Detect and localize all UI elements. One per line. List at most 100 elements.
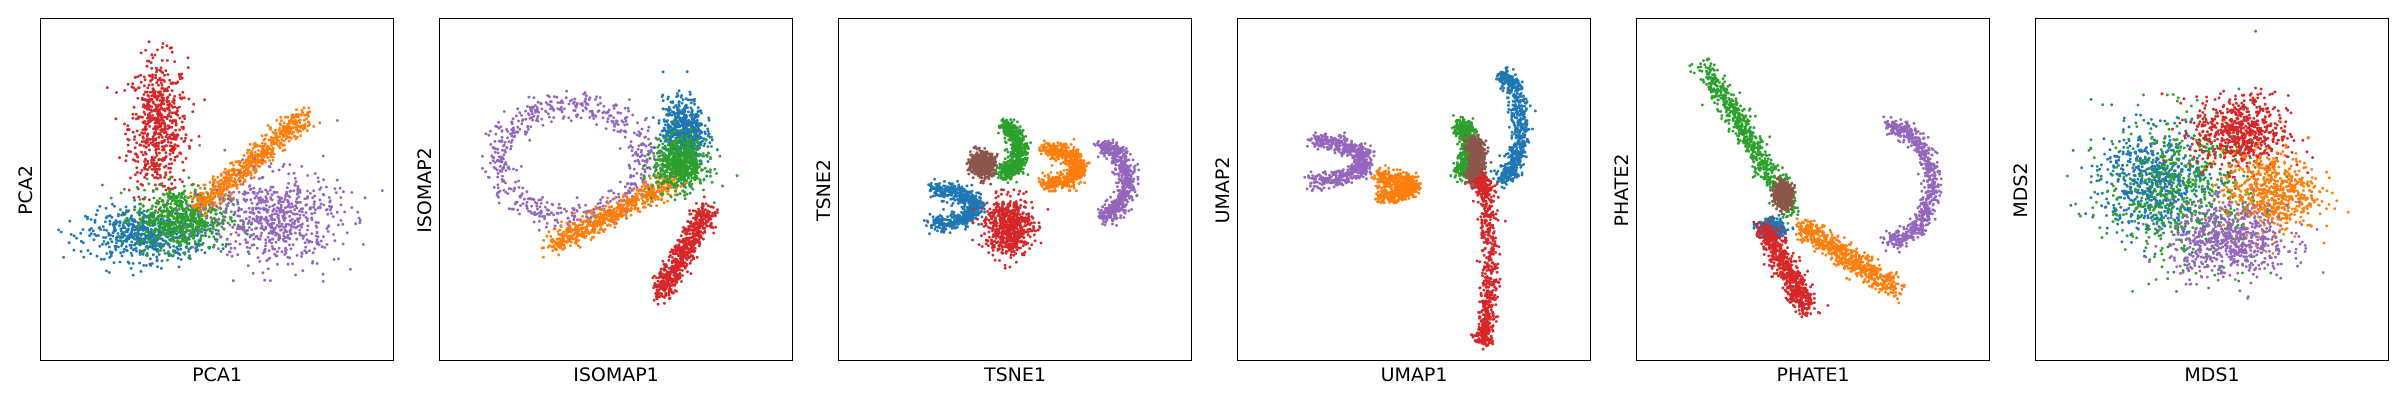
scatter-point (175, 133, 179, 137)
scatter-point (299, 223, 302, 227)
scatter-point (151, 114, 154, 117)
scatter-point (519, 195, 522, 199)
scatter-point (228, 242, 232, 246)
scatter-point (142, 110, 146, 114)
scatter-point (255, 226, 258, 230)
scatter-point (646, 129, 650, 133)
scatter-point (148, 221, 152, 225)
scatter-point (586, 220, 590, 224)
scatter-point (168, 109, 171, 112)
scatter-point (159, 176, 162, 179)
scatter-point (298, 232, 302, 235)
scatter-point (530, 109, 534, 113)
scatter-point (649, 187, 653, 191)
scatter-point (621, 194, 625, 198)
scatter-point (204, 203, 207, 207)
scatter-point (150, 215, 154, 219)
scatter-point (273, 212, 277, 216)
scatter-point (532, 220, 536, 224)
scatter-point (609, 114, 613, 117)
scatter-point (584, 106, 587, 109)
scatter-point (494, 132, 498, 136)
scatter-point (510, 207, 514, 211)
scatter-point (173, 105, 177, 109)
scatter-point (259, 215, 263, 219)
scatter-point (294, 115, 297, 119)
scatter-point (114, 117, 118, 121)
scatter-point (330, 205, 334, 209)
scatter-point (137, 226, 140, 230)
scatter-point (636, 154, 639, 157)
scatter-point (616, 120, 619, 123)
scatter-point (228, 198, 232, 202)
scatter-point (181, 115, 185, 118)
scatter-point (124, 205, 128, 209)
scatter-point (227, 177, 231, 180)
scatter-point (165, 229, 169, 232)
scatter-point (147, 233, 151, 236)
scatter-point (163, 184, 166, 188)
scatter-point (643, 154, 647, 158)
scatter-point (177, 225, 180, 228)
scatter-point (568, 237, 572, 241)
scatter-point (507, 207, 511, 211)
scatter-point (150, 137, 154, 141)
scatter-point (210, 202, 214, 206)
scatter-point (270, 151, 274, 155)
scatter-point (283, 143, 286, 147)
scatter-point (135, 249, 138, 253)
scatter-point (132, 237, 136, 241)
scatter-point (173, 60, 177, 63)
scatter-point (191, 245, 195, 249)
scatter-point (232, 190, 236, 194)
scatter-point (572, 109, 576, 112)
scatter-point (178, 105, 181, 109)
scatter-point (126, 82, 130, 86)
scatter-point (664, 107, 668, 111)
scatter-point (357, 216, 361, 220)
scatter-point (212, 245, 215, 249)
scatter-point (132, 196, 136, 200)
scatter-point (519, 204, 522, 208)
scatter-point (143, 175, 146, 179)
scatter-point (188, 247, 192, 250)
scatter-point (544, 110, 548, 114)
scatter-point (331, 215, 335, 219)
scatter-point (117, 239, 121, 243)
scatter-point (312, 189, 316, 193)
scatter-point (147, 114, 150, 118)
scatter-point (354, 222, 358, 226)
scatter-point (161, 230, 165, 234)
scatter-point (212, 235, 216, 239)
scatter-point (597, 216, 601, 219)
scatter-point (251, 208, 255, 212)
scatter-point (264, 215, 268, 219)
scatter-point (142, 215, 145, 219)
scatter-point (629, 174, 633, 177)
scatter-point (684, 97, 688, 101)
scatter-point (337, 257, 340, 261)
scatter-point (204, 234, 207, 238)
scatter-point (268, 159, 271, 162)
scatter-point (178, 93, 182, 97)
scatter-point (526, 125, 529, 129)
scatter-point (272, 230, 276, 233)
scatter-point (605, 210, 608, 213)
scatter-point (252, 212, 256, 215)
scatter-point (105, 269, 108, 273)
scatter-point (113, 229, 117, 233)
scatter-point (139, 171, 142, 175)
scatter-point (288, 229, 292, 232)
scatter-point (187, 236, 191, 239)
scatter-point (136, 75, 140, 78)
scatter-point (133, 89, 137, 92)
scatter-point (497, 126, 501, 130)
scatter-point (99, 228, 102, 231)
scatter-point (513, 134, 516, 138)
scatter-point (667, 189, 670, 193)
scatter-point (258, 237, 262, 241)
scatter-point (310, 212, 314, 216)
scatter-point (183, 198, 187, 202)
scatter-point (173, 155, 177, 159)
scatter-point (566, 236, 569, 240)
